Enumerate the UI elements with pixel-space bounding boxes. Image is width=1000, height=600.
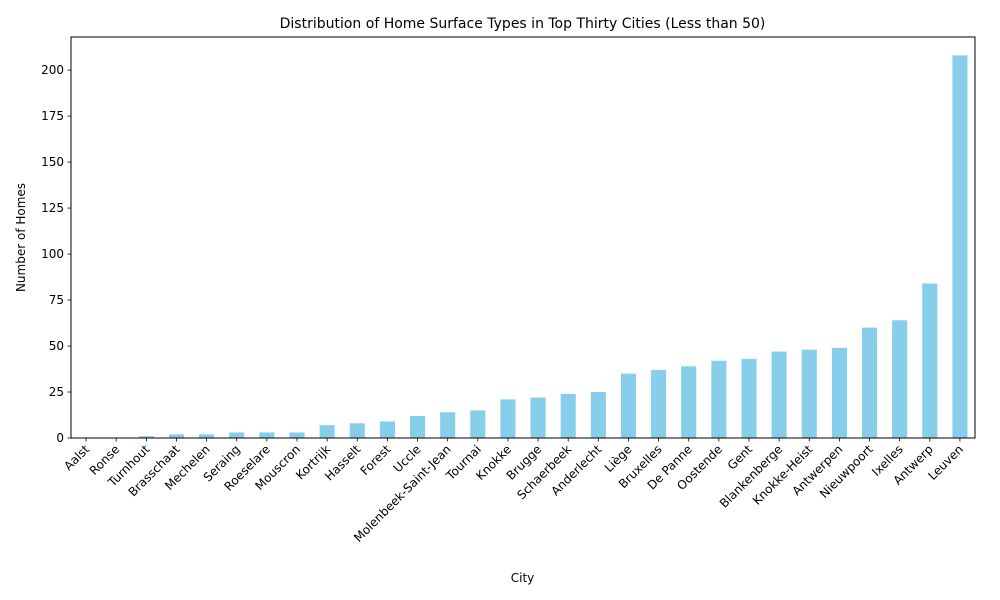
bar-mouscron [289, 432, 305, 438]
bar-nieuwpoort [862, 327, 878, 438]
y-tick-label: 125 [41, 201, 64, 215]
y-tick-label: 0 [56, 431, 64, 445]
y-tick-label: 50 [49, 339, 64, 353]
bar-molenbeek-saint-jean [440, 412, 456, 438]
bar-tournai [470, 410, 486, 438]
bar-de-panne [681, 366, 697, 438]
bar-kortrijk [319, 425, 335, 438]
bar-antwerpen [831, 347, 847, 438]
y-tick-label: 175 [41, 109, 64, 123]
bars-group [138, 55, 968, 438]
x-axis: AalstRonseTurnhoutBrasschaatMechelenSera… [61, 438, 966, 545]
y-tick-label: 75 [49, 293, 64, 307]
bar-bruxelles [651, 369, 667, 438]
bar-forest [379, 421, 395, 438]
y-tick-label: 200 [41, 63, 64, 77]
y-axis-label: Number of Homes [14, 183, 28, 292]
bar-uccle [410, 415, 426, 438]
bar-anderlecht [590, 392, 606, 438]
y-tick-label: 100 [41, 247, 64, 261]
bar-li-ge [620, 373, 636, 438]
bar-roeselare [259, 432, 275, 438]
bar-hasselt [349, 423, 365, 438]
plot-frame [70, 36, 976, 439]
x-axis-label: City [511, 571, 535, 585]
y-tick-label: 25 [49, 385, 64, 399]
bar-knokke-heist [801, 349, 817, 438]
bar-leuven [952, 55, 968, 438]
bar-oostende [711, 360, 727, 438]
bar-blankenberge [771, 351, 787, 438]
y-axis: 0 25 50 75 100 125 150 175 200 [41, 63, 71, 445]
bar-seraing [229, 432, 245, 438]
bar-mechelen [199, 434, 215, 438]
bar-ixelles [892, 320, 908, 438]
bar-antwerp [922, 283, 938, 438]
bar-brasschaat [168, 434, 184, 438]
bar-turnhout [138, 436, 154, 438]
bar-knokke [500, 399, 516, 438]
bar-gent [741, 358, 757, 438]
bar-schaerbeek [560, 393, 576, 438]
x-tick-label: Forest [358, 442, 394, 478]
bar-brugge [530, 397, 546, 438]
chart-title: Distribution of Home Surface Types in To… [280, 16, 766, 32]
y-tick-label: 150 [41, 155, 64, 169]
